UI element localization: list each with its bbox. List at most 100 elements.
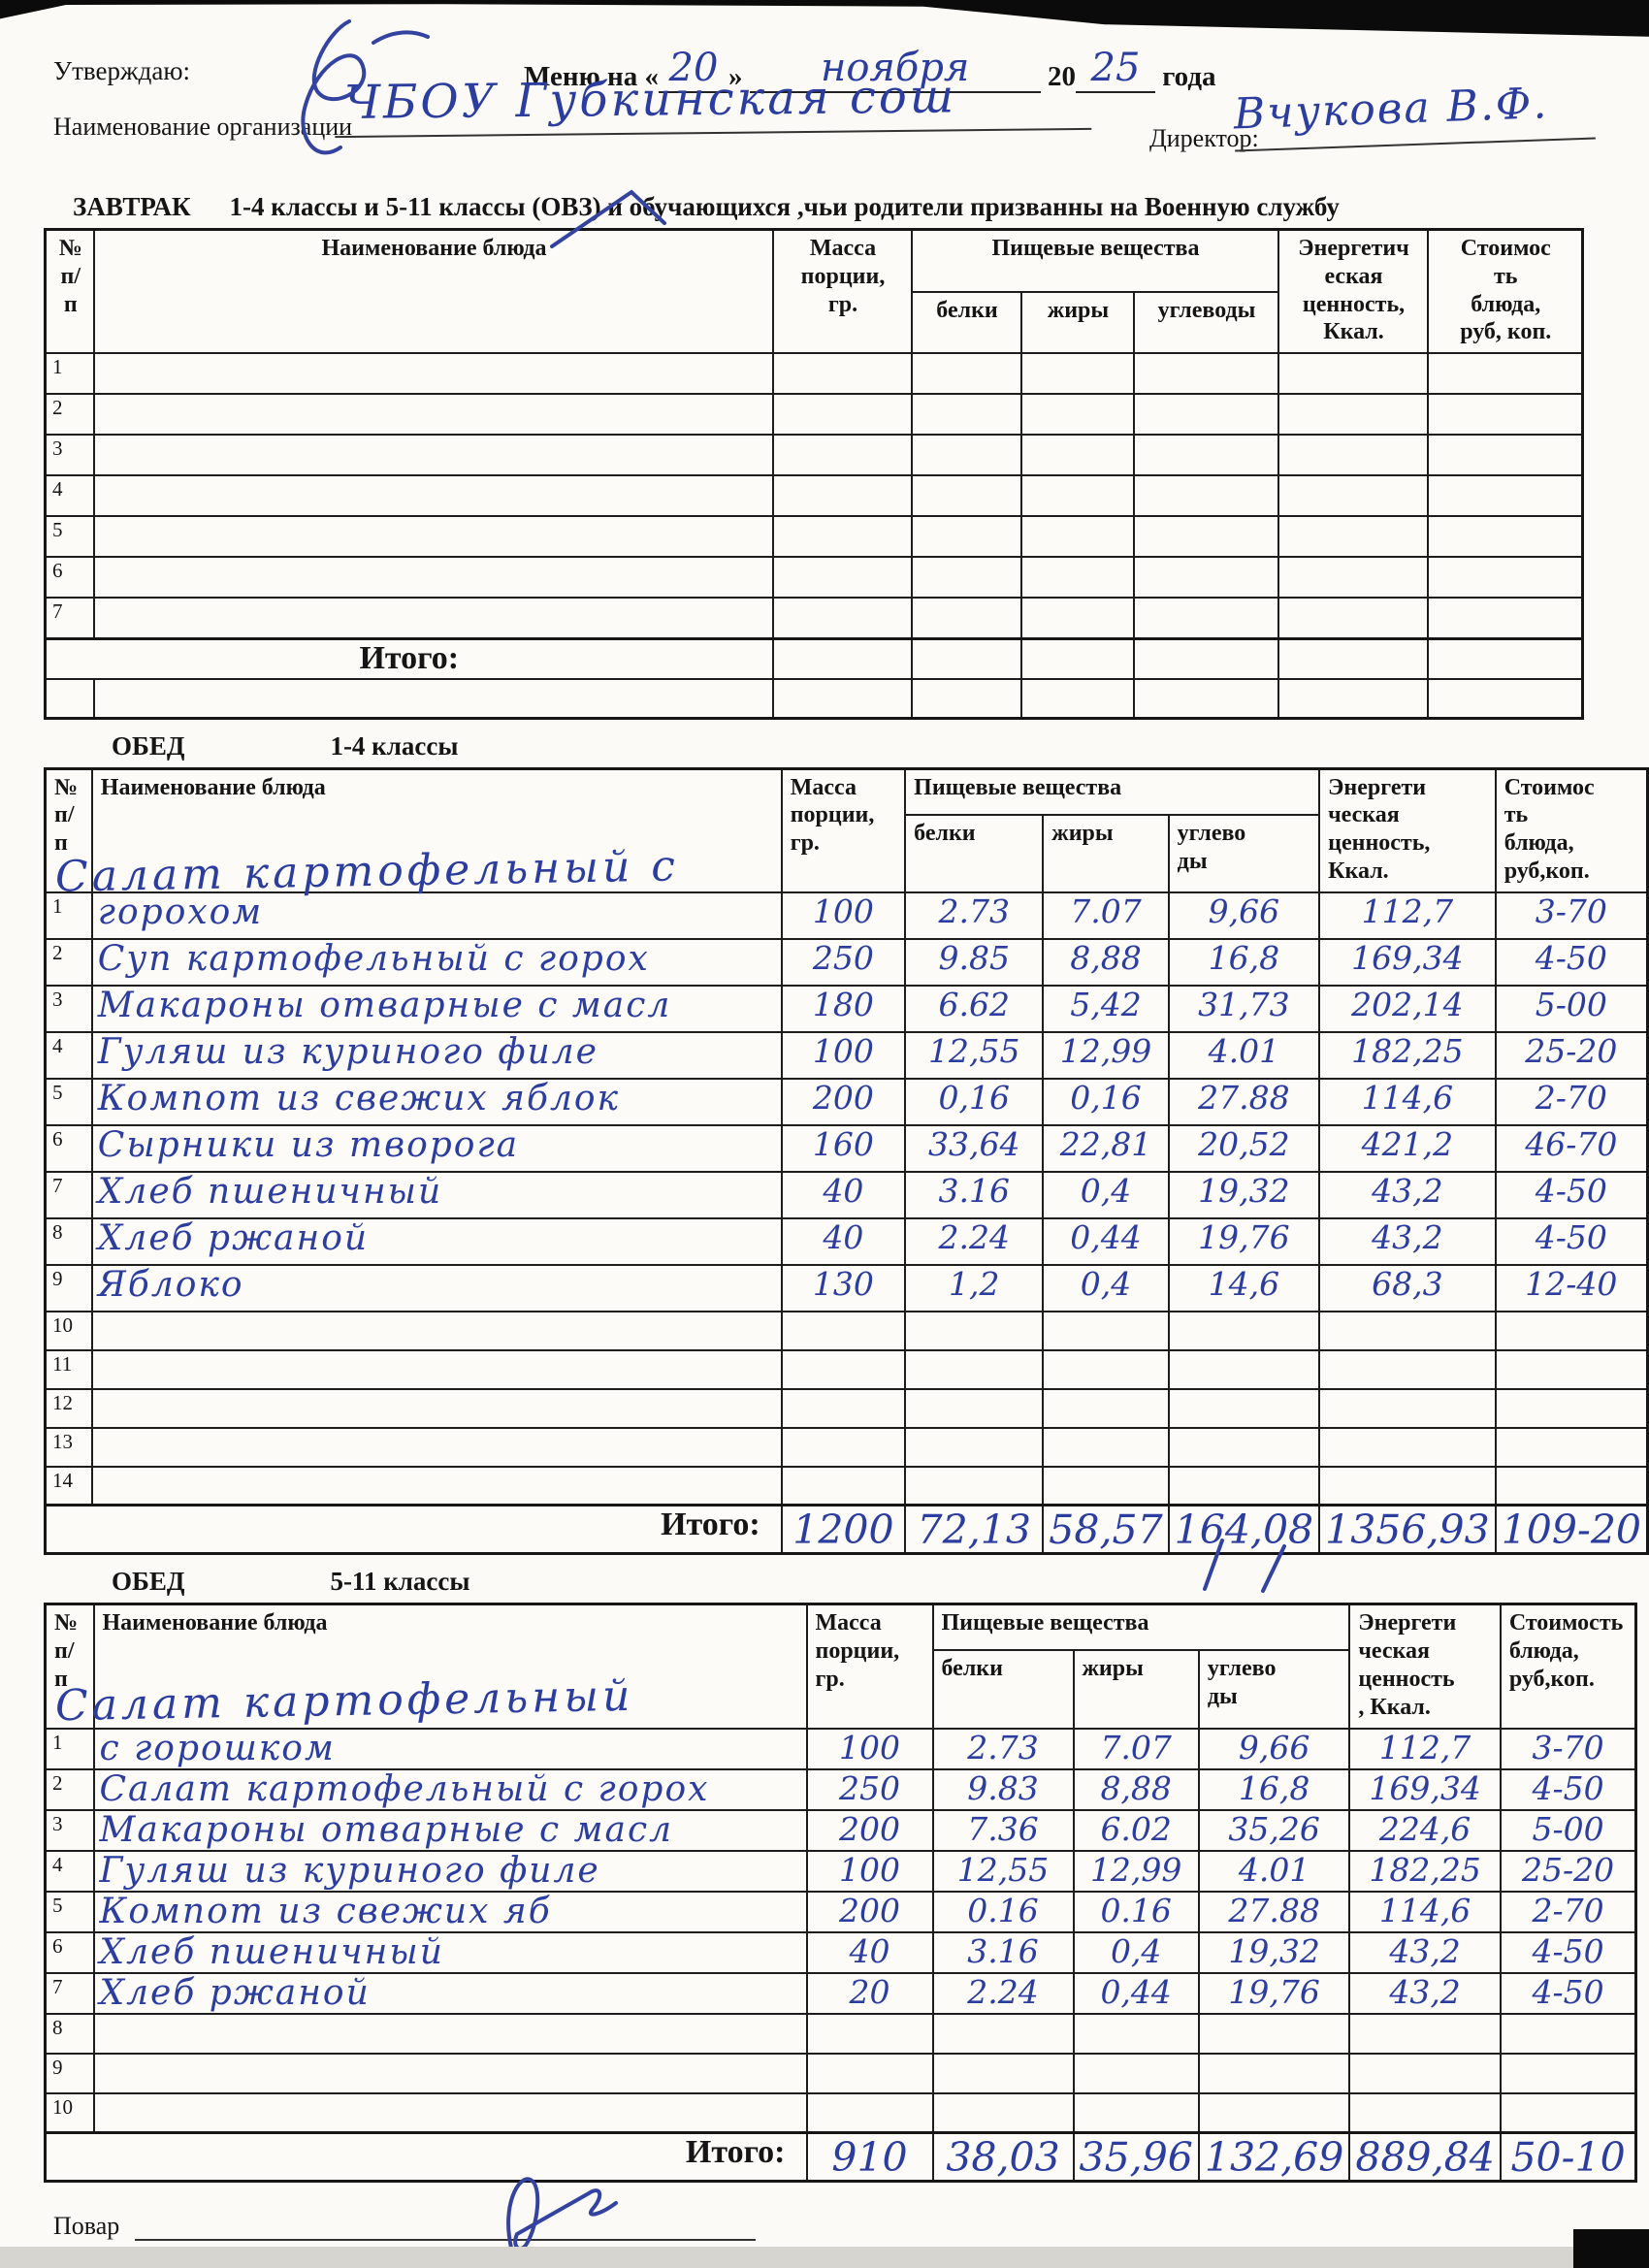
handwritten-mass-value: 130 — [812, 1264, 874, 1303]
row-number-cell — [44, 678, 95, 720]
carbs-cell: 19,76 — [1197, 1971, 1351, 2015]
total-cost-cell: 109-20 — [1494, 1504, 1649, 1555]
handwritten-protein-value: 12,55 — [927, 1031, 1020, 1070]
row-number: 5 — [44, 515, 95, 559]
handwritten-fat-value: 0,4 — [1080, 1264, 1132, 1303]
cost-cell: 5-00 — [1494, 984, 1649, 1033]
approve-signature-icon — [301, 19, 430, 155]
dish-name-cell — [92, 352, 774, 396]
fat-cell — [1042, 1310, 1170, 1351]
fat-cell — [1072, 2052, 1200, 2094]
row-number: 4 — [44, 1030, 93, 1080]
handwritten-cost-value: 3-70 — [1535, 891, 1607, 930]
mass-cell: 180 — [780, 984, 907, 1033]
fat-cell: 0.16 — [1072, 1890, 1200, 1933]
carbs-cell: 27.88 — [1167, 1077, 1321, 1126]
menu-row: 3 Макароны отварные с масл 200 7.36 6.02 35,2… — [44, 1808, 1637, 1852]
cost-cell — [1426, 393, 1584, 437]
total-label-cell: Итого: — [44, 2131, 808, 2183]
energy-cell — [1277, 393, 1429, 437]
handwritten-carbs-value: 19,32 — [1198, 1171, 1290, 1210]
energy-cell: 224,6 — [1348, 1808, 1502, 1852]
handwritten-fat-value: 0,4 — [1110, 1931, 1162, 1970]
col-header-mass: Масса порции, гр. — [780, 767, 907, 893]
handwritten-dish-name: Гуляш из куриного филе — [97, 1031, 598, 1072]
fat-cell — [1042, 1387, 1170, 1429]
handwritten-total-mass: 1200 — [792, 1507, 894, 1554]
row-number: 1 — [44, 352, 95, 396]
handwritten-fat-value: 7.07 — [1100, 1728, 1172, 1766]
row-number: 11 — [44, 1348, 93, 1390]
handwritten-energy-value: 112,7 — [1378, 1728, 1471, 1766]
handwritten-cost-value: 4-50 — [1532, 1931, 1604, 1970]
handwritten-mass-value: 100 — [812, 891, 874, 930]
handwritten-mass-value: 250 — [839, 1768, 900, 1807]
cost-cell: 2-70 — [1499, 1890, 1637, 1933]
menu-row: 5 — [44, 515, 1584, 559]
row-number: 5 — [44, 1890, 95, 1933]
row-number: 6 — [44, 556, 95, 599]
handwritten-fat-value: 0,4 — [1080, 1171, 1132, 1210]
row-number: 6 — [44, 1930, 95, 1974]
fat-cell: 12,99 — [1072, 1849, 1200, 1893]
handwritten-energy-value: 182,25 — [1369, 1850, 1481, 1889]
total-label: Итого: — [661, 1507, 760, 1543]
total-energy-cell: 1356,93 — [1318, 1504, 1497, 1555]
handwritten-protein-value: 6.62 — [938, 985, 1010, 1023]
handwritten-dish-name: Сырники из творога — [97, 1124, 520, 1165]
energy-cell — [1277, 474, 1429, 518]
handwritten-energy-value: 43,2 — [1389, 1931, 1461, 1970]
dish-name-cell — [90, 1387, 783, 1429]
protein-cell — [910, 474, 1022, 518]
menu-row: 7 Хлеб пшеничный 40 3.16 0,4 19,32 43,2 4-50 — [44, 1170, 1649, 1219]
handwritten-protein-value: 2.24 — [938, 1217, 1010, 1256]
menu-row: 6 — [44, 556, 1584, 599]
mass-cell — [771, 515, 913, 559]
table-header: № п/п Наименование блюда Масса порции, гр.… — [44, 767, 1649, 893]
energy-cell — [1277, 556, 1429, 599]
handwritten-mass-value: 180 — [812, 985, 874, 1023]
handwritten-dish-name: Салат картофельный с горох — [99, 1768, 710, 1809]
carbs-cell — [1132, 515, 1279, 559]
handwritten-mass-value: 200 — [839, 1809, 900, 1848]
protein-cell: 3.16 — [931, 1930, 1075, 1974]
total-carbs-cell: 164,08 — [1167, 1504, 1321, 1555]
menu-row: 2 Салат картофельный с горох 250 9.83 8,88 16… — [44, 1767, 1637, 1811]
total-carbs-cell — [1132, 636, 1279, 681]
dish-name-cell — [92, 515, 774, 559]
section-title-line: ОБЕД 5-11 классы — [112, 1567, 1649, 1597]
carbs-cell — [1132, 678, 1279, 720]
total-mass-cell: 1200 — [780, 1504, 907, 1555]
handwritten-cost-value: 12-40 — [1525, 1264, 1618, 1303]
row-number: 1 — [44, 1727, 95, 1770]
handwritten-fat-value: 0,44 — [1070, 1217, 1142, 1256]
energy-cell — [1318, 1387, 1497, 1429]
total-cost-cell: 50-10 — [1499, 2131, 1637, 2183]
protein-cell — [910, 678, 1022, 720]
table-header: № п/ п Наименование блюда Масса порции, гр… — [44, 1603, 1637, 1730]
handwritten-carbs-value: 4.01 — [1208, 1031, 1280, 1070]
handwritten-mass-value: 100 — [839, 1850, 900, 1889]
handwritten-carbs-value: 4.01 — [1238, 1850, 1310, 1889]
dish-name-cell — [92, 2052, 808, 2094]
carbs-cell: 20,52 — [1167, 1123, 1321, 1173]
carbs-cell — [1167, 1310, 1321, 1351]
row-number: 7 — [44, 1170, 93, 1219]
fat-cell — [1019, 352, 1135, 396]
mass-cell: 200 — [780, 1077, 907, 1126]
carbs-cell — [1132, 597, 1279, 640]
col-header-dish-name: Наименование блюда — [92, 228, 774, 355]
cost-cell — [1426, 678, 1584, 720]
handwritten-cost-value: 2-70 — [1532, 1891, 1604, 1929]
handwritten-protein-value: 0.16 — [967, 1891, 1039, 1929]
row-number: 4 — [44, 474, 95, 518]
fat-cell: 12,99 — [1042, 1030, 1170, 1080]
protein-cell: 1,2 — [904, 1263, 1045, 1312]
cost-cell: 5-00 — [1499, 1808, 1637, 1852]
mass-cell: 40 — [805, 1930, 934, 1974]
cost-cell: 4-50 — [1494, 937, 1649, 987]
row-number: 4 — [44, 1849, 95, 1893]
energy-cell — [1277, 352, 1429, 396]
protein-cell — [904, 1387, 1045, 1429]
protein-cell — [904, 1348, 1045, 1390]
